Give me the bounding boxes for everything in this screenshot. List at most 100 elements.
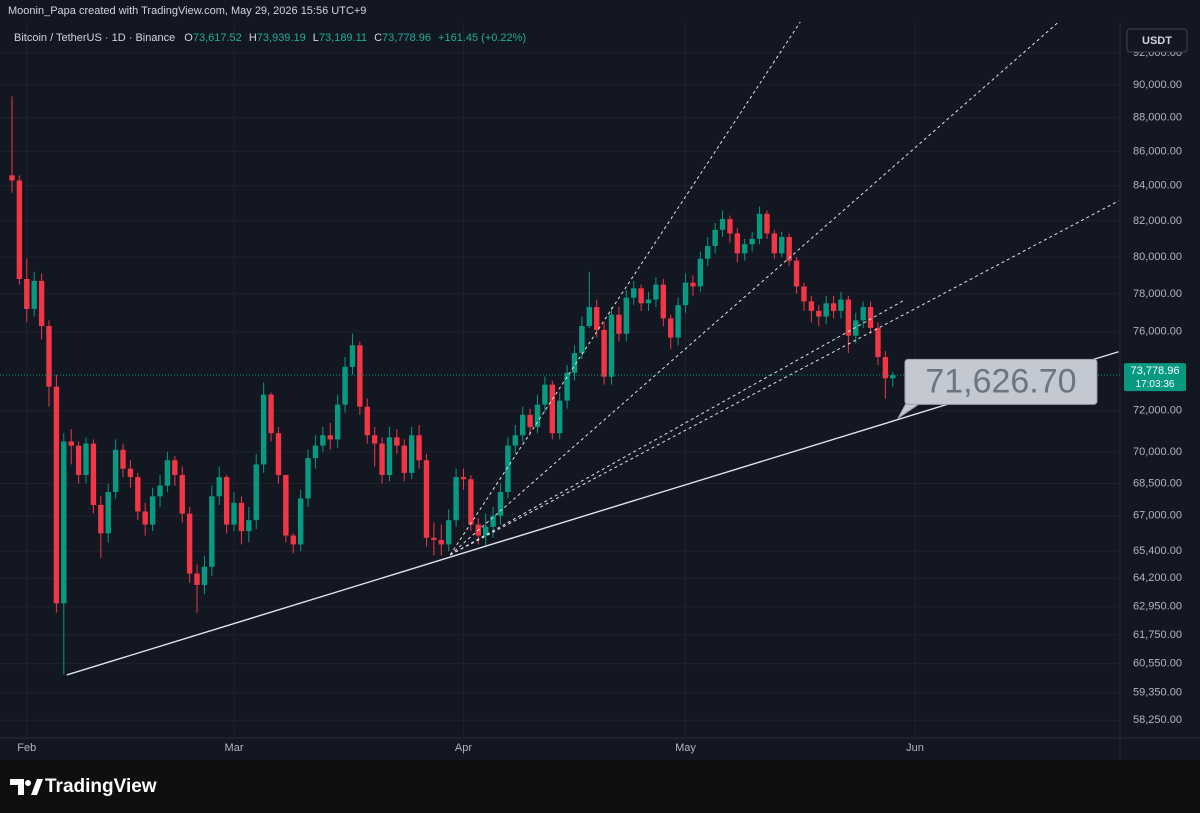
ohlc-value: 73,939.19 xyxy=(257,32,306,44)
y-tick-label: 88,000.00 xyxy=(1133,112,1182,124)
candle-body xyxy=(216,477,222,497)
y-tick-label: 68,500.00 xyxy=(1133,477,1182,489)
trend-line xyxy=(449,21,1059,556)
candle-body xyxy=(297,498,304,545)
trend-line xyxy=(449,299,906,556)
grid: 58,250.00 59,350.00 60,550.00 61,750.00 62,9… xyxy=(0,22,1182,754)
candle-body xyxy=(364,406,370,436)
y-tick-label: 70,000.00 xyxy=(1133,446,1182,458)
y-tick-label: 86,000.00 xyxy=(1133,145,1182,157)
candle-body xyxy=(727,219,733,234)
ohlc-key: L xyxy=(313,32,319,44)
candle-body xyxy=(771,233,778,254)
symbol-title: Bitcoin / TetherUS · 1D · Binance xyxy=(14,32,175,44)
candle-body xyxy=(712,229,718,247)
logo-slash xyxy=(31,779,43,795)
candle-body xyxy=(431,537,437,540)
candle-body xyxy=(275,433,282,475)
candle-body xyxy=(320,435,326,446)
ohlc-key: C xyxy=(374,32,382,44)
x-tick-label: Jun xyxy=(906,742,924,754)
candle-body xyxy=(371,435,378,444)
candle-body xyxy=(631,288,637,298)
candle-body xyxy=(31,280,37,309)
candle-body xyxy=(68,441,74,446)
candle-body xyxy=(482,526,489,536)
candle-body xyxy=(16,180,23,280)
candle-body xyxy=(549,384,556,434)
y-tick-label: 72,000.00 xyxy=(1133,405,1182,417)
plot xyxy=(9,96,896,675)
candle-body xyxy=(83,443,89,475)
y-tick-label: 60,550.00 xyxy=(1133,657,1182,669)
candle-body xyxy=(75,445,82,475)
change: +161.45 (+0.22%) xyxy=(438,32,526,44)
candle-body xyxy=(793,260,800,287)
candle-body xyxy=(334,404,341,440)
candle-body xyxy=(164,460,171,486)
candle-body xyxy=(46,326,52,387)
ohlc-value: 73,189.11 xyxy=(319,32,367,44)
candle-body xyxy=(401,445,407,473)
y-tick-label: 84,000.00 xyxy=(1133,180,1182,192)
ohlc-key: O xyxy=(184,32,193,44)
candle-body xyxy=(305,458,311,499)
candle-body xyxy=(460,477,467,480)
legend-header: Bitcoin / TetherUS · 1D · Binance O73,61… xyxy=(14,32,526,44)
candle-body xyxy=(764,213,770,234)
candle-body xyxy=(194,573,200,585)
candle-body xyxy=(801,286,807,302)
candle-body xyxy=(867,307,874,328)
candle-body xyxy=(246,520,252,532)
candle-body xyxy=(186,513,193,574)
last-price-box xyxy=(1124,363,1186,392)
candle-body xyxy=(127,468,134,478)
candle-body xyxy=(668,318,674,338)
candle-body xyxy=(608,314,615,377)
candle-body xyxy=(512,435,518,446)
candle-body xyxy=(690,282,696,287)
last-price-label: 73,778.96 xyxy=(1131,365,1180,377)
ohlc-value: 73,617.52 xyxy=(193,32,242,44)
footer xyxy=(0,760,1200,813)
candle-body xyxy=(438,539,444,545)
button-label[interactable]: USDT xyxy=(1142,35,1172,47)
logo-dot xyxy=(25,780,31,786)
candle-body xyxy=(653,284,659,300)
candle-body xyxy=(705,246,711,259)
candle-body xyxy=(260,394,267,465)
credit: Moonin_Papa created with TradingView.com… xyxy=(8,5,366,17)
candle-body xyxy=(238,502,245,532)
candle-body xyxy=(112,449,119,493)
candle-body xyxy=(579,326,585,354)
currency-button[interactable]: USDT xyxy=(1126,28,1188,53)
y-tick-label: 65,400.00 xyxy=(1133,545,1182,557)
candle-body xyxy=(742,244,748,254)
candle-body xyxy=(816,310,822,317)
candle-body xyxy=(645,299,652,304)
candle-body xyxy=(231,502,237,525)
candle-body xyxy=(149,496,156,525)
candle-body xyxy=(808,301,815,311)
candle-body xyxy=(445,520,452,545)
y-tick-label: 80,000.00 xyxy=(1133,251,1182,263)
candle-body xyxy=(408,435,415,473)
y-tick-label: 82,000.00 xyxy=(1133,215,1182,227)
candle-body xyxy=(283,474,289,536)
candle-body xyxy=(616,314,622,334)
brand-logo: TradingView xyxy=(10,776,157,797)
y-tick-label: 76,000.00 xyxy=(1133,326,1182,338)
logo-icon xyxy=(10,779,24,795)
brand-name: TradingView xyxy=(45,776,157,797)
candle-body xyxy=(845,299,852,336)
ohlc-value: 73,778.96 xyxy=(382,32,431,44)
button-frame[interactable] xyxy=(1126,28,1188,53)
trend-line xyxy=(66,351,1119,676)
candle-body xyxy=(490,515,496,527)
candle-body xyxy=(394,437,400,446)
candle-body xyxy=(357,345,363,407)
y-tick-label: 58,250.00 xyxy=(1133,714,1182,726)
candle-body xyxy=(601,329,607,377)
candle-body xyxy=(882,357,889,379)
candle-body xyxy=(135,477,141,512)
